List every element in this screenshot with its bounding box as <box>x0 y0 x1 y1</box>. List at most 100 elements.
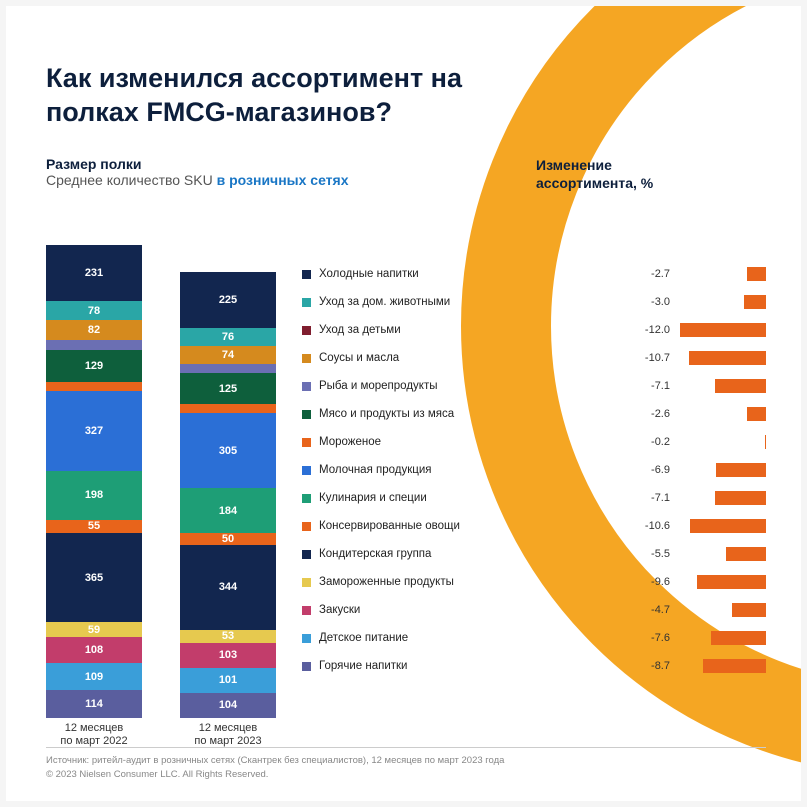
pct-value-label: -7.1 <box>651 492 670 504</box>
stacked-segment: 365 <box>46 533 142 622</box>
pct-bar <box>703 659 766 673</box>
legend-swatch <box>302 298 311 307</box>
legend-swatch <box>302 522 311 531</box>
legend-label: Уход за детьми <box>319 324 401 336</box>
pct-bar-zone <box>676 575 766 589</box>
pct-bar-zone <box>676 547 766 561</box>
stacked-segment: 198 <box>46 471 142 520</box>
legend-label: Уход за дом. животными <box>319 296 450 308</box>
stacked-bar: 23178821293271985536559108109114 <box>46 245 142 719</box>
legend-item: Горячие напитки <box>302 652 492 680</box>
pct-bar-zone <box>676 463 766 477</box>
stacked-segment: 50 <box>180 533 276 545</box>
pct-bar-zone <box>676 519 766 533</box>
stacked-bar-chart: 2317882129327198553655910810911422576741… <box>46 228 276 718</box>
stacked-segment: 225 <box>180 272 276 327</box>
stacked-segment: 327 <box>46 391 142 471</box>
card: NIQ Как изменился ассортимент на полках … <box>6 6 801 801</box>
legend-label: Кулинария и специи <box>319 492 427 504</box>
stacked-segment: 184 <box>180 488 276 533</box>
stacked-segment: 78 <box>46 301 142 320</box>
legend-swatch <box>302 326 311 335</box>
pct-bar <box>716 463 766 477</box>
pct-bar-zone <box>676 435 766 449</box>
legend-item: Замороженные продукты <box>302 568 492 596</box>
legend-item: Уход за дом. животными <box>302 288 492 316</box>
subtitle-sub-plain: Среднее количество SKU <box>46 172 217 188</box>
legend-swatch <box>302 606 311 615</box>
legend-item: Консервированные овощи <box>302 512 492 540</box>
stacked-segment: 108 <box>46 637 142 663</box>
pct-bar-zone <box>676 295 766 309</box>
legend-item: Кондитерская группа <box>302 540 492 568</box>
logo: NIQ <box>687 44 761 89</box>
stacked-segment <box>46 382 142 391</box>
subtitle-shelf-size: Размер полки Среднее количество SKU в ро… <box>46 156 348 188</box>
legend-item: Детское питание <box>302 624 492 652</box>
footer-copyright: © 2023 Nielsen Consumer LLC. All Rights … <box>46 768 766 781</box>
legend-label: Соусы и масла <box>319 352 399 364</box>
stacked-segment: 76 <box>180 328 276 347</box>
legend-item: Холодные напитки <box>302 260 492 288</box>
legend-label: Замороженные продукты <box>319 576 454 588</box>
pct-value-label: -6.9 <box>651 464 670 476</box>
pct-value-label: -7.6 <box>651 632 670 644</box>
pct-bar-zone <box>676 603 766 617</box>
stacked-segment: 305 <box>180 413 276 488</box>
legend-item: Уход за детьми <box>302 316 492 344</box>
pct-bar <box>689 351 766 365</box>
stacked-segment: 104 <box>180 693 276 718</box>
pct-row: -4.7 <box>506 596 766 624</box>
pct-bar <box>715 491 766 505</box>
legend-label: Молочная продукция <box>319 464 432 476</box>
pct-bar <box>680 323 766 337</box>
pct-value-label: -5.5 <box>651 548 670 560</box>
stacked-segment: 103 <box>180 643 276 668</box>
legend-item: Молочная продукция <box>302 456 492 484</box>
footer: Источник: ритейл-аудит в розничных сетях… <box>46 747 766 781</box>
footer-source: Источник: ритейл-аудит в розничных сетях… <box>46 754 766 767</box>
pct-bar-zone <box>676 267 766 281</box>
pct-row: -12.0 <box>506 316 766 344</box>
subtitle-sub-accent: в розничных сетях <box>217 172 349 188</box>
legend-item: Кулинария и специи <box>302 484 492 512</box>
legend-item: Мороженое <box>302 428 492 456</box>
legend-label: Кондитерская группа <box>319 548 431 560</box>
pct-row: -10.7 <box>506 344 766 372</box>
stacked-segment: 74 <box>180 346 276 364</box>
pct-value-label: -0.2 <box>651 436 670 448</box>
pct-value-label: -3.0 <box>651 296 670 308</box>
stacked-segment <box>180 364 276 373</box>
pct-row: -7.1 <box>506 372 766 400</box>
pct-bar-zone <box>676 379 766 393</box>
legend-swatch <box>302 410 311 419</box>
pct-row: -9.6 <box>506 568 766 596</box>
stacked-segment: 231 <box>46 245 142 302</box>
stacked-segment: 114 <box>46 690 142 718</box>
pct-value-label: -7.1 <box>651 380 670 392</box>
pct-bar <box>726 547 766 561</box>
legend-swatch <box>302 578 311 587</box>
pct-bar-zone <box>676 631 766 645</box>
pct-bar-zone <box>676 407 766 421</box>
stacked-segment: 82 <box>46 320 142 340</box>
pct-bar <box>690 519 766 533</box>
stacked-segment: 53 <box>180 630 276 643</box>
footer-divider <box>46 747 766 748</box>
stacked-segment: 101 <box>180 668 276 693</box>
legend-item: Соусы и масла <box>302 344 492 372</box>
legend-label: Закуски <box>319 604 360 616</box>
pct-bar <box>747 407 766 421</box>
pct-bar <box>697 575 766 589</box>
pct-value-label: -4.7 <box>651 604 670 616</box>
legend-swatch <box>302 494 311 503</box>
legend-swatch <box>302 382 311 391</box>
pct-change-bars: -2.7-3.0-12.0-10.7-7.1-2.6-0.2-6.9-7.1-1… <box>506 260 766 680</box>
pct-value-label: -8.7 <box>651 660 670 672</box>
stacked-segment <box>46 340 142 350</box>
pct-row: -3.0 <box>506 288 766 316</box>
pct-value-label: -2.7 <box>651 268 670 280</box>
stacked-segment: 109 <box>46 663 142 690</box>
stacked-bar: 22576741253051845034453103101104 <box>180 272 276 718</box>
legend-item: Рыба и морепродукты <box>302 372 492 400</box>
